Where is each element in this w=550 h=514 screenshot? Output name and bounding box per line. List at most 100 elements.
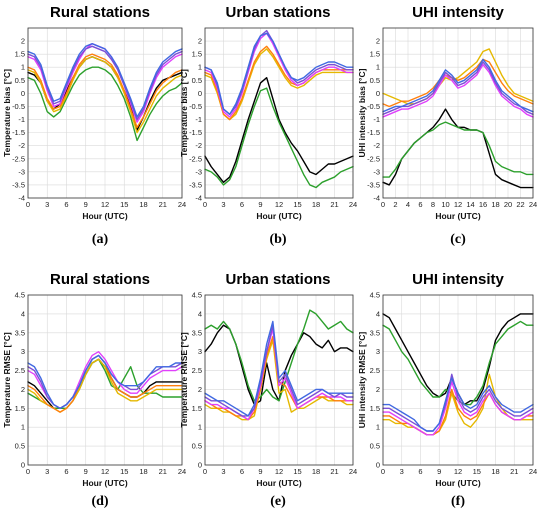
panel-title: Rural stations — [50, 4, 150, 21]
y-tick-label: -1.5 — [189, 128, 202, 137]
y-tick-label: 1.5 — [370, 50, 380, 59]
x-tick-label: 0 — [203, 200, 207, 209]
chart-panel-3: UHI intensity -4 -3.5 -3 -2.5 -2 -1.5 -1 -0.5 0 0.… — [357, 4, 537, 247]
y-tick-label: 4 — [198, 309, 202, 318]
x-tick-label: 15 — [120, 200, 128, 209]
x-tick-label: 18 — [312, 200, 320, 209]
x-tick-label: 9 — [437, 467, 441, 476]
y-tick-label: 0.5 — [370, 76, 380, 85]
x-tick-label: 16 — [479, 200, 487, 209]
x-tick-label: 3 — [45, 467, 49, 476]
x-tick-label: 15 — [120, 467, 128, 476]
series-line-blue — [27, 42, 183, 118]
y-tick-label: -4 — [18, 194, 25, 203]
y-axis-label: UHI intensity RMSE [°C] — [357, 332, 367, 429]
x-tick-label: 9 — [258, 467, 262, 476]
plot-frame — [382, 27, 534, 199]
y-tick-label: 3 — [21, 347, 25, 356]
series-line-orange — [382, 58, 534, 108]
chart-panel-6: UHI intensity 0 0.5 1 1.5 2 2.5 3 3.5 4 4.5 0 3 6 9 12 1… — [357, 271, 537, 509]
series-line-magenta — [382, 381, 534, 436]
chart-panel-4: Rural stations 0 0.5 1 1.5 2 2.5 3 3.5 4 4.5 0 3 6 9 12… — [2, 271, 186, 509]
x-tick-label: 24 — [529, 200, 537, 209]
x-tick-label: 2 — [393, 200, 397, 209]
panel-title: Rural stations — [50, 271, 150, 288]
series-line-blue — [27, 354, 183, 410]
chart-panel-2: Urban stations -4 -3.5 -3 -2.5 -2 -1.5 -1 -0.5 0 0… — [179, 4, 357, 247]
y-tick-label: 1.5 — [370, 404, 380, 413]
y-tick-label: -0.5 — [367, 102, 380, 111]
x-tick-label: 12 — [101, 200, 109, 209]
y-tick-label: -2.5 — [189, 154, 202, 163]
y-tick-label: -1 — [195, 115, 202, 124]
x-tick-label: 21 — [159, 200, 167, 209]
series-line-magenta — [382, 63, 534, 118]
y-tick-label: -3.5 — [189, 180, 202, 189]
y-tick-label: -2.5 — [12, 154, 25, 163]
x-tick-label: 24 — [178, 200, 186, 209]
x-tick-label: 12 — [101, 467, 109, 476]
y-axis-label: UHI intensity bias [°C] — [357, 68, 367, 157]
x-tick-label: 3 — [221, 200, 225, 209]
x-tick-label: 24 — [349, 467, 357, 476]
series-line-magenta — [204, 32, 354, 118]
series-line-orange — [204, 45, 354, 121]
series-line-blue — [382, 377, 534, 432]
y-tick-label: 1.5 — [15, 50, 25, 59]
x-tick-label: 12 — [454, 467, 462, 476]
x-tick-label: 0 — [26, 467, 30, 476]
series-line-green — [27, 66, 183, 142]
x-tick-label: 15 — [293, 467, 301, 476]
y-tick-label: 0.5 — [192, 442, 202, 451]
y-tick-label: 2 — [376, 385, 380, 394]
y-tick-label: -1 — [373, 115, 380, 124]
plot-frame — [204, 294, 354, 466]
y-tick-label: 2 — [198, 37, 202, 46]
y-tick-label: 4.5 — [15, 291, 25, 300]
x-tick-label: 0 — [381, 467, 385, 476]
x-tick-label: 4 — [406, 200, 410, 209]
y-tick-label: 2 — [21, 37, 25, 46]
panel-label: (b) — [269, 232, 286, 247]
x-tick-label: 21 — [510, 467, 518, 476]
y-tick-label: 4 — [21, 309, 25, 318]
series-line-purple — [382, 61, 534, 116]
y-tick-label: 3 — [376, 347, 380, 356]
y-tick-label: 1 — [21, 423, 25, 432]
panel-title: UHI intensity — [412, 4, 504, 21]
series-line-green — [382, 121, 534, 178]
series-line-blue — [204, 32, 354, 116]
plot-frame — [27, 294, 183, 466]
x-tick-label: 3 — [400, 467, 404, 476]
y-tick-label: -1.5 — [12, 128, 25, 137]
panel-label: (a) — [92, 232, 109, 247]
x-tick-label: 6 — [240, 200, 244, 209]
y-tick-label: -2 — [195, 141, 202, 150]
x-tick-label: 22 — [516, 200, 524, 209]
y-tick-label: 3.5 — [15, 328, 25, 337]
x-axis-label: Hour (UTC) — [256, 211, 301, 221]
y-tick-label: -3 — [18, 167, 25, 176]
y-tick-label: 0.5 — [15, 442, 25, 451]
y-tick-label: -0.5 — [189, 102, 202, 111]
y-tick-label: -3.5 — [12, 180, 25, 189]
x-tick-label: 6 — [64, 467, 68, 476]
x-tick-label: 6 — [240, 467, 244, 476]
x-tick-label: 8 — [431, 200, 435, 209]
x-tick-label: 15 — [473, 467, 481, 476]
y-tick-label: 0 — [376, 89, 380, 98]
x-tick-label: 0 — [381, 200, 385, 209]
y-tick-label: -3 — [373, 167, 380, 176]
y-tick-label: -1.5 — [367, 128, 380, 137]
chart-panel-5: Urban stations 0 0.5 1 1.5 2 2.5 3 3.5 4 4.5 0 3 6 9 12… — [179, 271, 357, 509]
y-axis-label: Temperature RMSE [°C] — [179, 332, 189, 428]
panel-title: UHI intensity — [412, 271, 504, 288]
x-tick-label: 24 — [349, 200, 357, 209]
y-axis-label: Temperature bias [°C] — [2, 69, 12, 157]
y-tick-label: 0 — [198, 89, 202, 98]
panel-label: (c) — [450, 232, 466, 247]
x-tick-label: 18 — [139, 200, 147, 209]
y-tick-label: 2 — [376, 37, 380, 46]
series-line-blue — [204, 320, 354, 417]
y-tick-label: 0 — [198, 461, 202, 470]
